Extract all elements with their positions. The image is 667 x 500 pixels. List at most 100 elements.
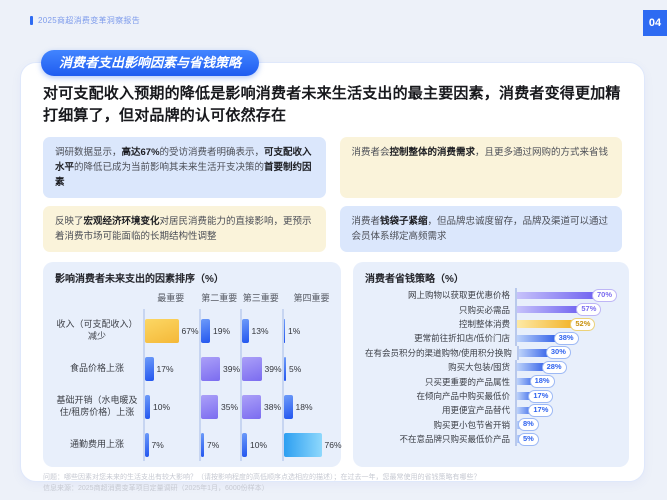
rank-bar-cell: 10% xyxy=(240,429,282,462)
strategy-label: 购买大包装/囤货 xyxy=(448,362,510,373)
strategy-value-pill: 18% xyxy=(529,375,555,389)
strategy-bar-track: 30% xyxy=(516,345,617,361)
strategy-row: 在有会员积分的渠道购物/使用积分换购 30% xyxy=(365,345,617,361)
rank-bar-value: 10% xyxy=(250,440,268,451)
content-card: 消费者支出影响因素与省钱策略 对可支配收入预期的降低是影响消费者未来生活支出的最… xyxy=(20,50,645,492)
charts-row: 影响消费者未来支出的因素排序（%） 最重要 第二重要 第三重要 第四重要 收入（可支配收… xyxy=(43,262,630,468)
rank-bar-cell: 13% xyxy=(240,309,282,354)
insight-box: 反映了宏观经济环境变化对居民消费能力的直接影响，更预示着消费市场可能面临的长期结… xyxy=(43,206,326,253)
strategy-bar-track: 52% xyxy=(515,316,617,332)
strategy-bar-track: 17% xyxy=(515,388,617,404)
strategy-label: 购买更小包节省开销 xyxy=(433,419,510,430)
strategy-chart: 网上购物以获取更优惠价格 70% 只购买必需品 57% 控制整体消费 52% 更常前往折扣店… xyxy=(365,288,618,447)
rank-category-label: 通勤费用上涨 xyxy=(69,439,124,450)
rank-bar xyxy=(242,319,249,344)
rank-bar xyxy=(145,433,149,458)
strategy-row: 购买更小包节省开销 8% xyxy=(365,417,617,432)
rank-bar-value: 18% xyxy=(295,402,313,413)
strategy-value-pill: 28% xyxy=(541,360,567,374)
insight-text: 反映了 xyxy=(55,216,84,228)
strategy-label: 只购买必需品 xyxy=(458,304,510,315)
strategy-label: 在有会员积分的渠道购物/使用积分换购 xyxy=(365,347,512,358)
rank-bar-value: 7% xyxy=(207,440,220,451)
rank-bar xyxy=(242,357,262,382)
rank-bar xyxy=(145,319,179,344)
footnote-source: 信息来源：2025商超消费变革项目定量调研（2025年1月，6000份样本） xyxy=(43,484,269,492)
strategy-label: 用更便宜产品替代 xyxy=(441,405,510,416)
rank-bar-value: 10% xyxy=(153,402,171,413)
rank-bar-value: 17% xyxy=(156,364,174,375)
rank-bar-cell: 38% xyxy=(240,385,282,430)
rank-bar xyxy=(283,395,293,420)
insight-text: 对居民消费能力的直接影响，更预示着消费市场可能面临的长期结构性调整 xyxy=(55,216,312,243)
rank-bar-cell: 7% xyxy=(143,429,199,462)
strategy-bar xyxy=(518,349,555,357)
rank-bar-value: 7% xyxy=(151,440,164,451)
insight-boxes: 调研数据显示，高达67%的受访消费者明确表示，可支配收入水平的降低已成为当前影响… xyxy=(43,137,622,253)
strategy-bar-track: 57% xyxy=(515,302,617,317)
insight-box: 调研数据显示，高达67%的受访消费者明确表示，可支配收入水平的降低已成为当前影响… xyxy=(43,137,326,199)
rank-bar-cell: 7% xyxy=(198,429,241,462)
strategy-row: 不在意品牌只购买最低价产品 5% xyxy=(365,432,617,447)
rank-bar-cell: 19% xyxy=(198,309,241,354)
rank-bar-value: 1% xyxy=(288,326,301,337)
rank-bar-cell: 18% xyxy=(281,385,342,430)
report-header: 2025商超消费变革洞察报告 xyxy=(30,15,140,26)
strategy-bar xyxy=(517,392,538,400)
report-title: 2025商超消费变革洞察报告 xyxy=(38,16,140,25)
strategy-row: 购买大包装/囤货 28% xyxy=(365,360,617,375)
rank-bar xyxy=(200,357,221,382)
insight-text: 高达67% xyxy=(121,147,160,159)
strategy-bar xyxy=(517,334,563,343)
rank-bar xyxy=(242,433,248,458)
strategy-value-pill: 8% xyxy=(518,418,539,432)
rank-bar-cell: 35% xyxy=(198,385,241,430)
rank-bar-value: 35% xyxy=(221,402,239,413)
strategy-bar xyxy=(517,320,580,328)
rank-bar-cell: 67% xyxy=(143,309,199,354)
insight-box: 消费者钱袋子紧缩，但品牌忠诚度留存，品牌及渠道可以通过会员体系绑定高频需求 xyxy=(339,206,622,253)
strategy-bar xyxy=(517,305,586,314)
strategy-row: 只买更重要的产品属性 18% xyxy=(365,374,617,389)
rank-bar-cell: 1% xyxy=(281,309,342,354)
rank-bar xyxy=(283,319,286,344)
insight-text: 钱袋子紧缩 xyxy=(380,216,428,228)
rank-column-header: 第四重要 xyxy=(293,293,330,304)
insight-text: 宏观经济环境变化 xyxy=(83,216,160,228)
insight-text: ，且更多通过网购的方式来省钱 xyxy=(475,147,609,159)
strategy-bar xyxy=(517,377,539,386)
rank-column-header: 第三重要 xyxy=(242,293,279,304)
strategy-row: 网上购物以获取更优惠价格 70% xyxy=(365,288,618,303)
insight-text: 控制整体的消费需求 xyxy=(389,147,476,159)
rank-bar xyxy=(283,357,287,382)
rank-bar-cell: 76% xyxy=(281,429,342,462)
strategy-value-pill: 17% xyxy=(528,403,554,417)
insight-text: 的受访消费者明确表示， xyxy=(159,147,265,159)
page-number-badge: 04 xyxy=(643,10,667,36)
rank-bar-cell: 39% xyxy=(198,353,241,386)
insight-text: 消费者会 xyxy=(351,147,390,159)
rank-bar xyxy=(242,395,262,420)
section-badge: 消费者支出影响因素与省钱策略 xyxy=(41,50,260,76)
strategy-row: 在倾向产品中购买最低价 17% xyxy=(365,388,617,404)
rank-bar xyxy=(200,395,219,420)
rank-header-spacer xyxy=(55,288,143,309)
rank-bar xyxy=(145,395,150,420)
rank-bar xyxy=(200,433,205,458)
strategy-bar xyxy=(517,363,551,371)
strategy-chart-panel: 消费者省钱策略（%） 网上购物以获取更优惠价格 70% 只购买必需品 57% 控制整体消… xyxy=(353,262,630,468)
rank-bar xyxy=(283,433,322,458)
rank-column-header: 第二重要 xyxy=(201,293,238,304)
rank-bar-value: 39% xyxy=(264,364,282,375)
insight-text: ，但品牌忠诚度留存，品牌及渠道可以通过会员体系绑定高频需求 xyxy=(351,216,609,243)
rank-bar-cell: 39% xyxy=(240,353,282,386)
insight-box: 消费者会控制整体的消费需求，且更多通过网购的方式来省钱 xyxy=(339,137,622,199)
strategy-bar-track: 70% xyxy=(515,288,618,303)
strategy-value-pill: 52% xyxy=(570,317,596,331)
rank-bar-value: 39% xyxy=(223,364,241,375)
strategy-bar-track: 38% xyxy=(515,331,617,346)
insight-text: 首要制约因素 xyxy=(55,162,312,189)
rank-bar-cell: 10% xyxy=(143,385,199,430)
strategy-row: 更常前往折扣店/低价门店 38% xyxy=(365,331,617,346)
strategy-label: 网上购物以获取更优惠价格 xyxy=(407,290,510,301)
